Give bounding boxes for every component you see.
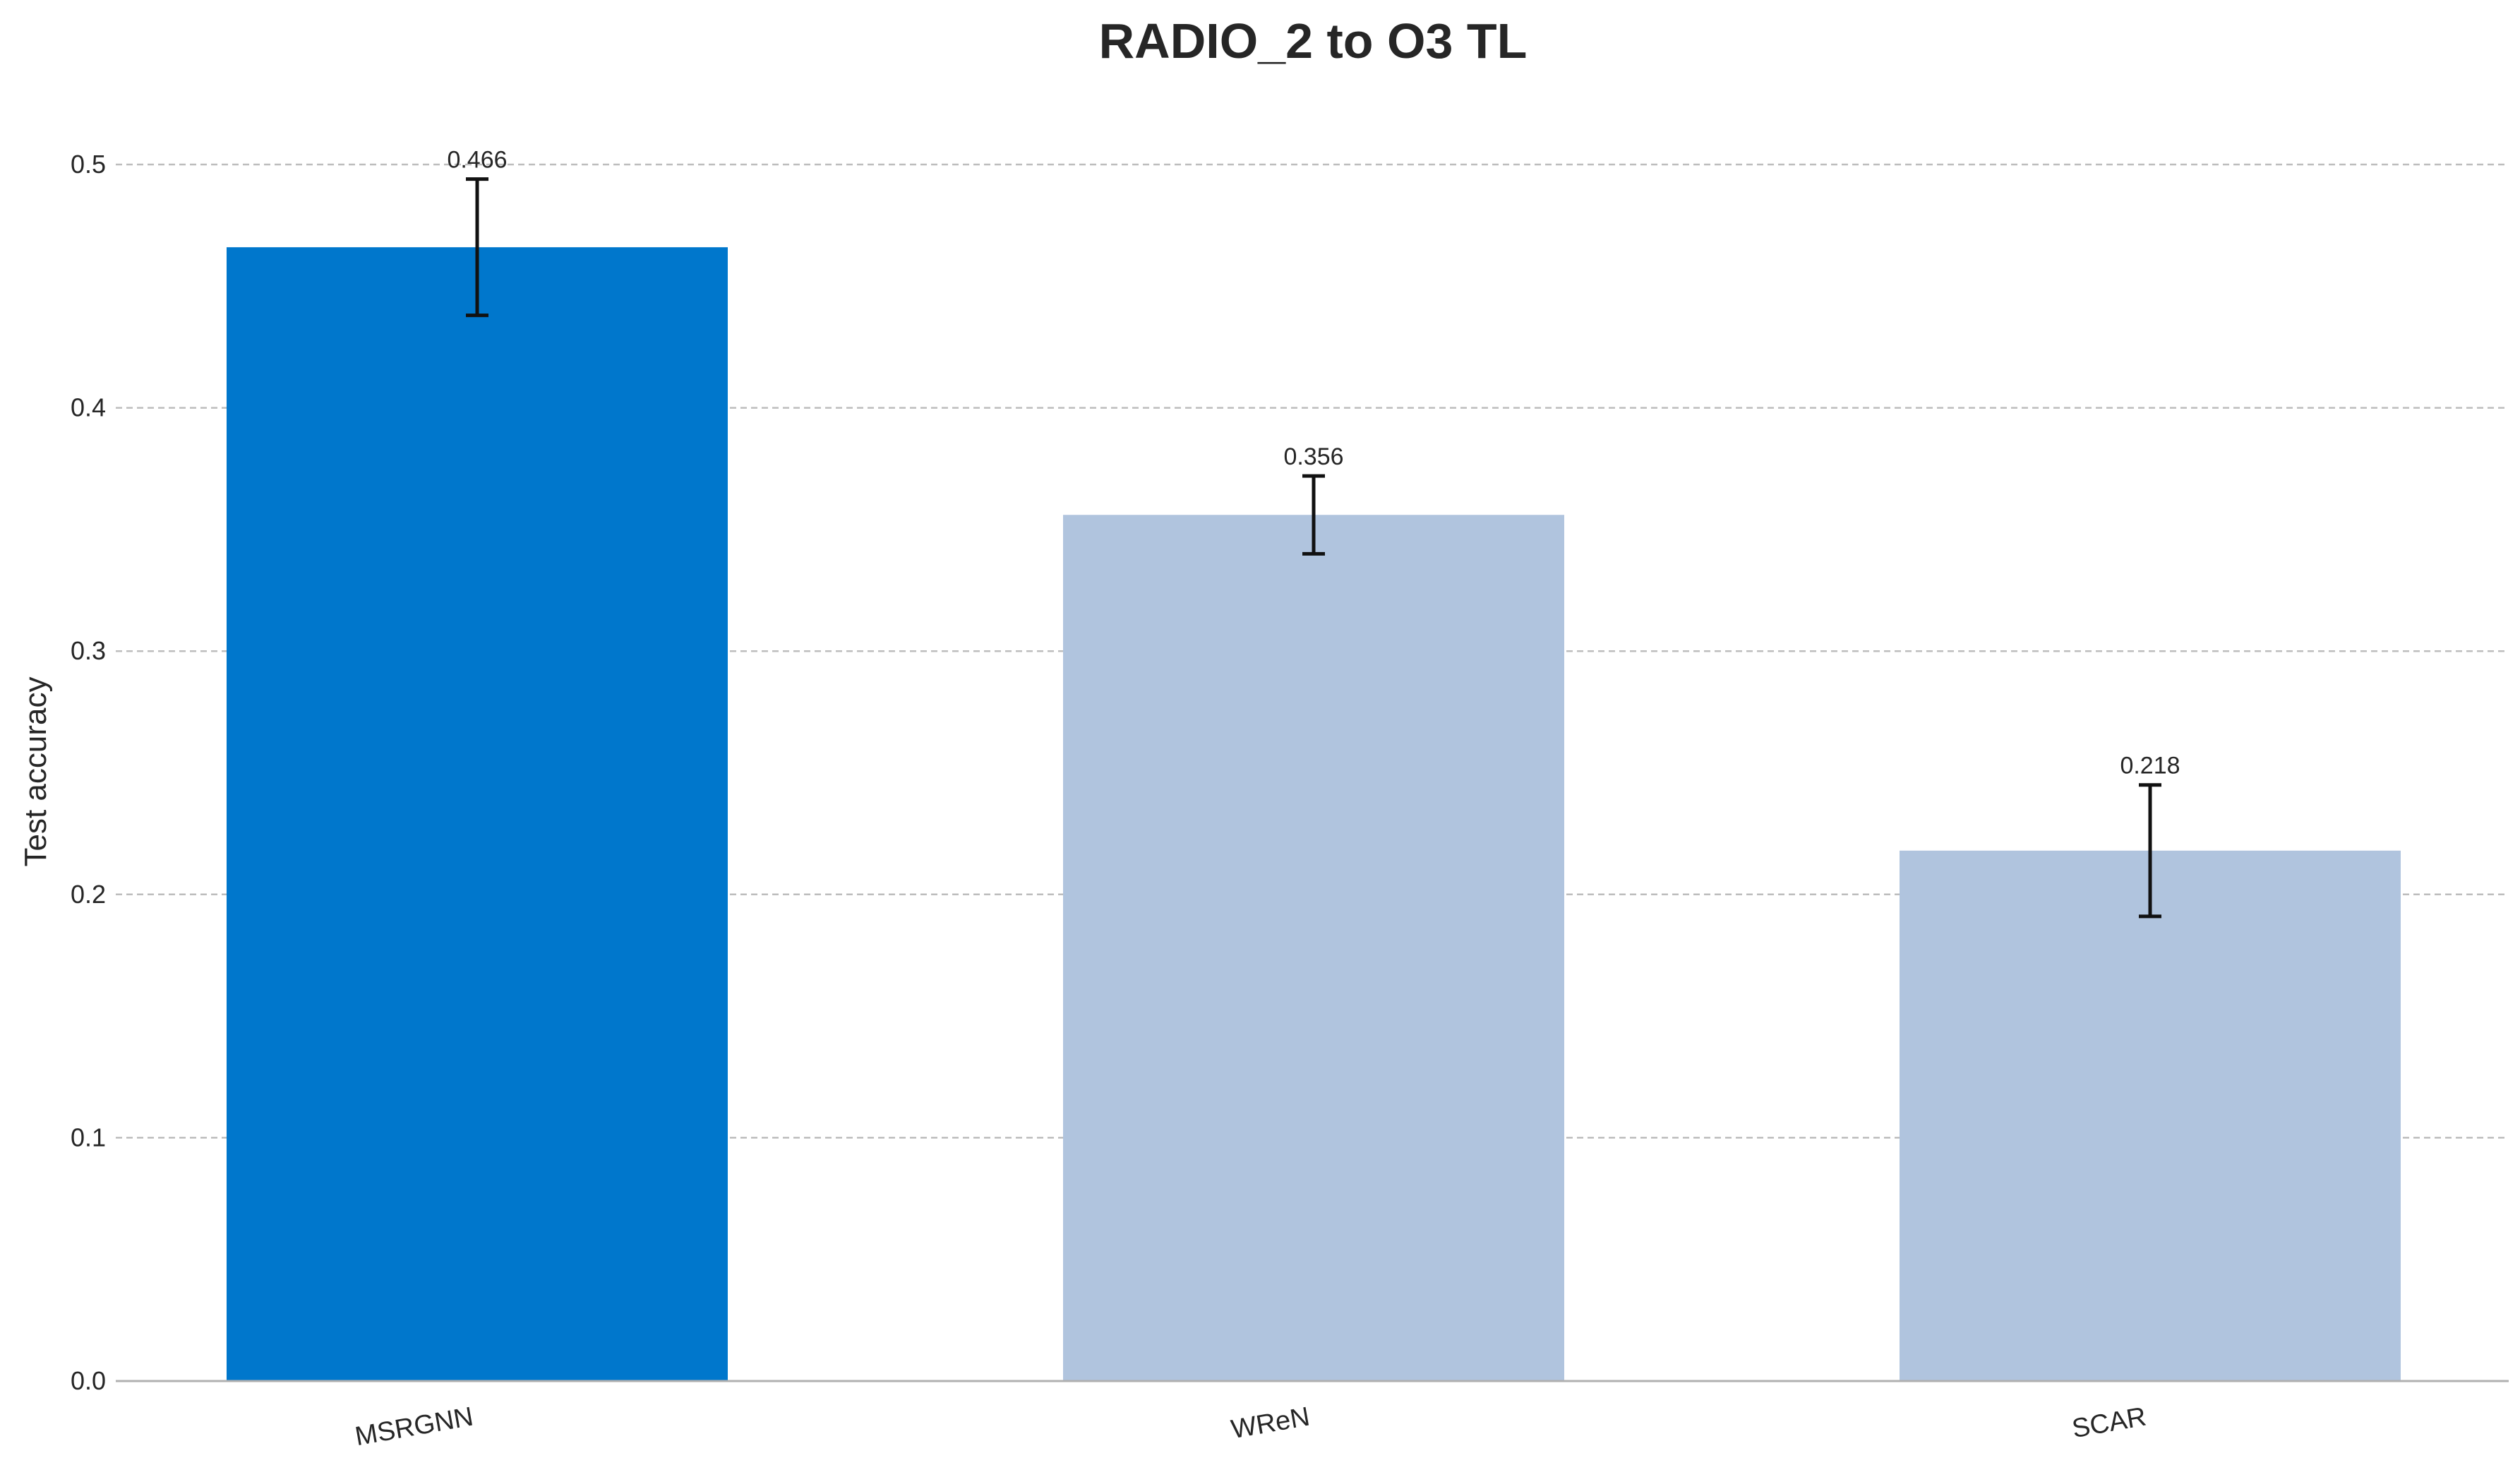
value-label: 0.466 [447,147,507,174]
x-axis-ticks: MSRGNN WReN SCAR [353,1402,2149,1452]
bars-layer [227,247,2401,1381]
chart-title: RADIO_2 to O3 TL [1099,13,1528,68]
bar-msrgnn [227,247,728,1381]
y-axis-label: Test accuracy [18,677,53,867]
x-tick-label: SCAR [2070,1402,2148,1445]
y-tick-label: 0.5 [71,150,106,179]
errorbar-layer [466,177,2161,919]
bar-wren [1063,515,1564,1381]
y-tick-label: 0.3 [71,636,106,665]
error-bar [1302,474,1325,556]
value-labels-layer: 0.466 0.356 0.218 [447,147,2180,779]
x-tick-label: MSRGNN [353,1402,476,1452]
value-label: 0.356 [1283,443,1343,470]
y-tick-label: 0.0 [71,1366,106,1395]
y-tick-label: 0.2 [71,880,106,909]
y-tick-label: 0.1 [71,1123,106,1152]
y-axis-ticks: 0.0 0.1 0.2 0.3 0.4 0.5 [71,150,106,1395]
error-bar [466,177,488,318]
x-tick-label: WReN [1229,1402,1312,1445]
y-tick-label: 0.4 [71,393,106,422]
value-label: 0.218 [2120,753,2180,779]
bar-scar [1900,850,2401,1381]
error-bar [2139,783,2161,919]
